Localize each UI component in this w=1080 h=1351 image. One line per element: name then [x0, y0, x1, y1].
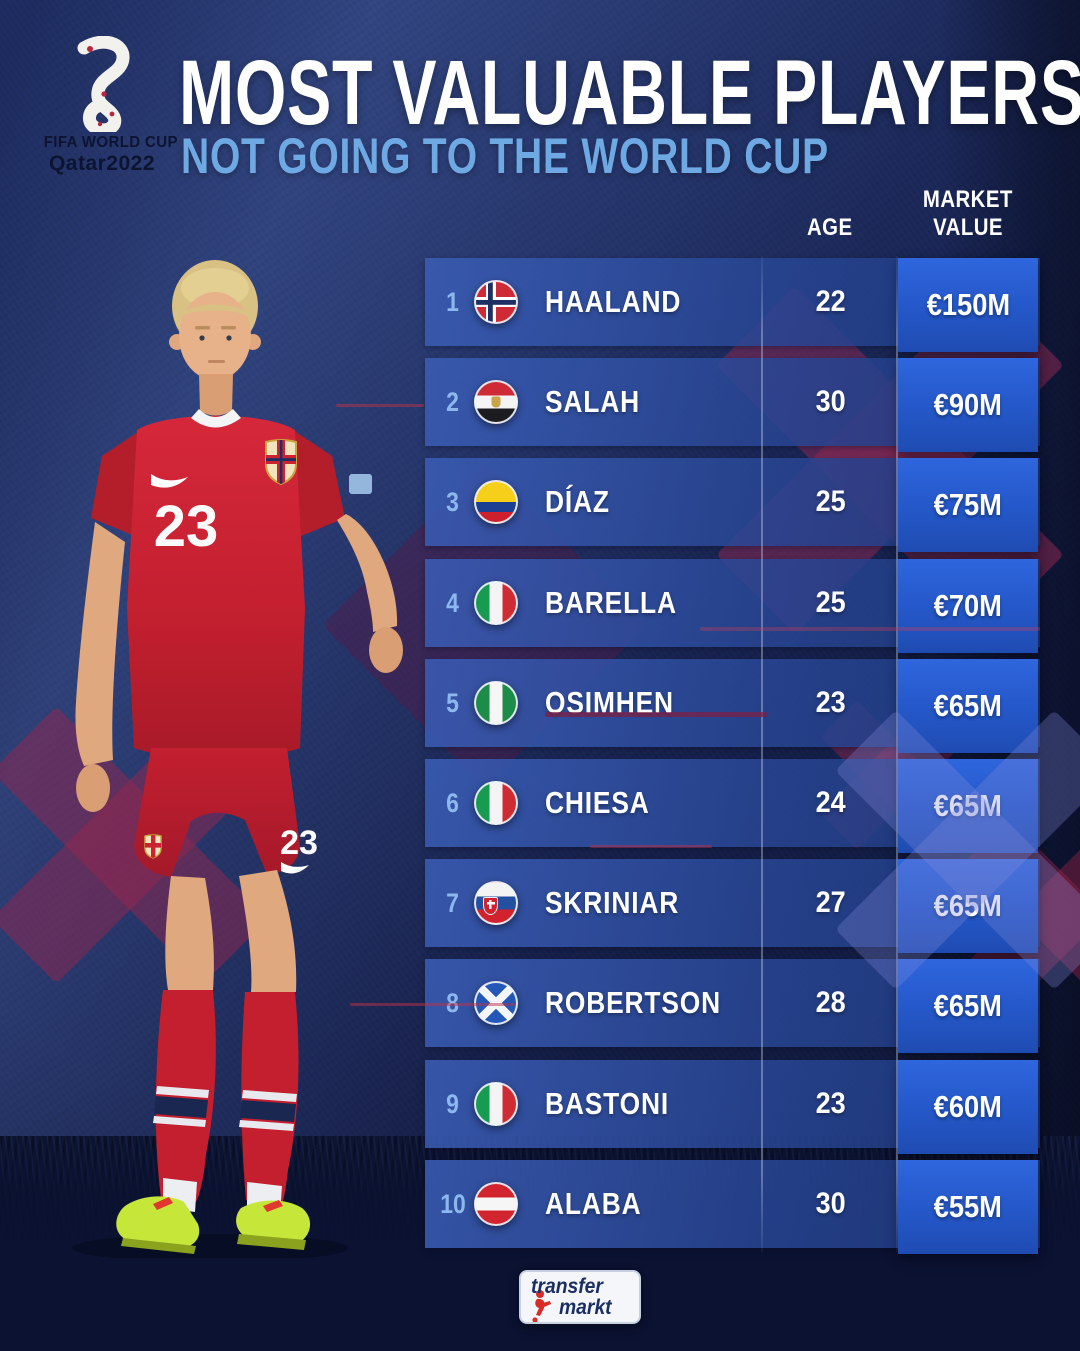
market-value-badge: €70M [898, 559, 1038, 653]
rank-number: 1 [446, 286, 460, 317]
player-name: DÍAZ [545, 484, 610, 519]
player-name: BASTONI [545, 1086, 670, 1121]
rank-number: 9 [446, 1088, 460, 1119]
player-age: 22 [815, 285, 847, 318]
colombia-flag-icon [474, 480, 518, 524]
rank-number: 7 [446, 887, 460, 918]
market-value-badge: €55M [898, 1160, 1038, 1254]
uefa-patch-icon [349, 474, 372, 494]
transfermarkt-text-line1: transfer [531, 1275, 603, 1298]
player-name: BARELLA [545, 585, 677, 620]
player-name: ALABA [545, 1186, 642, 1221]
player-age: 30 [815, 385, 847, 418]
transfermarkt-text-line2: markt [559, 1296, 612, 1319]
rank-number: 6 [446, 787, 460, 818]
shorts-swoosh-icon [281, 862, 309, 874]
left-leg [165, 876, 214, 990]
player-name: CHIESA [545, 785, 650, 820]
right-leg [239, 870, 297, 992]
player-age: 25 [815, 485, 847, 518]
nigeria-flag-icon [474, 681, 518, 725]
decor-line [545, 712, 767, 717]
boot-lace [153, 1197, 173, 1210]
table-row: 9 BASTONI 23 €60M [425, 1060, 1040, 1154]
italy-flag-icon [474, 1082, 518, 1126]
market-value-badge: €75M [898, 458, 1038, 552]
rank-number: 8 [433, 959, 473, 1047]
left-boot [116, 1196, 200, 1248]
column-header-market-value: MARKET VALUE [923, 186, 1013, 241]
norway-flag-icon [474, 280, 518, 324]
fifa-logo-year: Qatar2022 [48, 152, 156, 175]
market-value-badge: €90M [898, 358, 1038, 452]
player-age: 23 [815, 1087, 847, 1120]
egypt-flag-icon [474, 380, 518, 424]
player-name: SALAH [545, 384, 641, 419]
player-name: HAALAND [545, 284, 682, 319]
transfermarkt-logo: transfer markt [519, 1270, 641, 1324]
jersey-sleeve [285, 430, 345, 536]
x-decal-icon [825, 700, 1080, 1000]
slovakia-flag-icon [474, 881, 518, 925]
face [179, 292, 251, 380]
transfermarkt-player-icon [532, 1290, 551, 1322]
decor-line [700, 627, 1040, 631]
rank-number: 10 [440, 1188, 466, 1219]
column-divider [761, 256, 763, 1252]
italy-flag-icon [474, 581, 518, 625]
market-value-badge: €150M [898, 258, 1038, 352]
rank-number: 4 [446, 587, 460, 618]
jersey-number: 23 [154, 494, 219, 559]
right-boot [236, 1200, 311, 1242]
haaland-player-illustration: 23 23 [72, 260, 403, 1258]
player-name: SKRINIAR [545, 885, 680, 920]
table-row: 3 DÍAZ 25 €75M [425, 458, 1040, 552]
left-arm [75, 522, 125, 766]
page-title: MOST VALUABLE PLAYERS [179, 42, 1080, 144]
rank-number: 3 [446, 486, 460, 517]
fifa-emblem-icon [77, 36, 130, 132]
collar [191, 409, 241, 428]
rank-number: 2 [446, 386, 460, 417]
table-row: 1 HAALAND 22 €150M [425, 258, 1040, 352]
player-name: OSIMHEN [545, 685, 674, 720]
table-row: 2 SALAH 30 €90M [425, 358, 1040, 452]
decor-line [336, 404, 424, 407]
right-arm [337, 514, 398, 632]
nike-swoosh-icon [151, 474, 188, 488]
left-hand [76, 764, 110, 812]
sock-band [240, 1100, 296, 1122]
austria-flag-icon [474, 1182, 518, 1226]
decor-line [590, 845, 712, 848]
shorts [134, 748, 300, 877]
right-hand [369, 627, 403, 673]
player-age: 30 [815, 1187, 847, 1220]
page-subtitle: NOT GOING TO THE WORLD CUP [181, 128, 829, 184]
fifa-world-cup-logo: FIFA WORLD CUP Qatar2022 [40, 36, 178, 176]
rank-number: 5 [446, 687, 460, 718]
shorts-number: 23 [280, 824, 318, 862]
fifa-logo-text: FIFA WORLD CUP [43, 134, 178, 151]
italy-flag-icon [474, 781, 518, 825]
player-name: ROBERTSON [545, 985, 722, 1020]
player-age: 25 [815, 586, 847, 619]
table-row: 4 BARELLA 25 €70M [425, 559, 1040, 653]
boot-lace [263, 1200, 283, 1212]
decor-line [350, 1003, 515, 1006]
column-header-age: AGE [807, 214, 853, 241]
jersey [127, 415, 305, 760]
shorts-crest-icon [144, 834, 162, 859]
player-shadow [72, 1234, 348, 1258]
market-value-badge: €60M [898, 1060, 1038, 1154]
sock-band [154, 1096, 208, 1118]
norway-crest-icon [265, 439, 297, 486]
table-row: 10 ALABA 30 €55M [425, 1160, 1040, 1254]
